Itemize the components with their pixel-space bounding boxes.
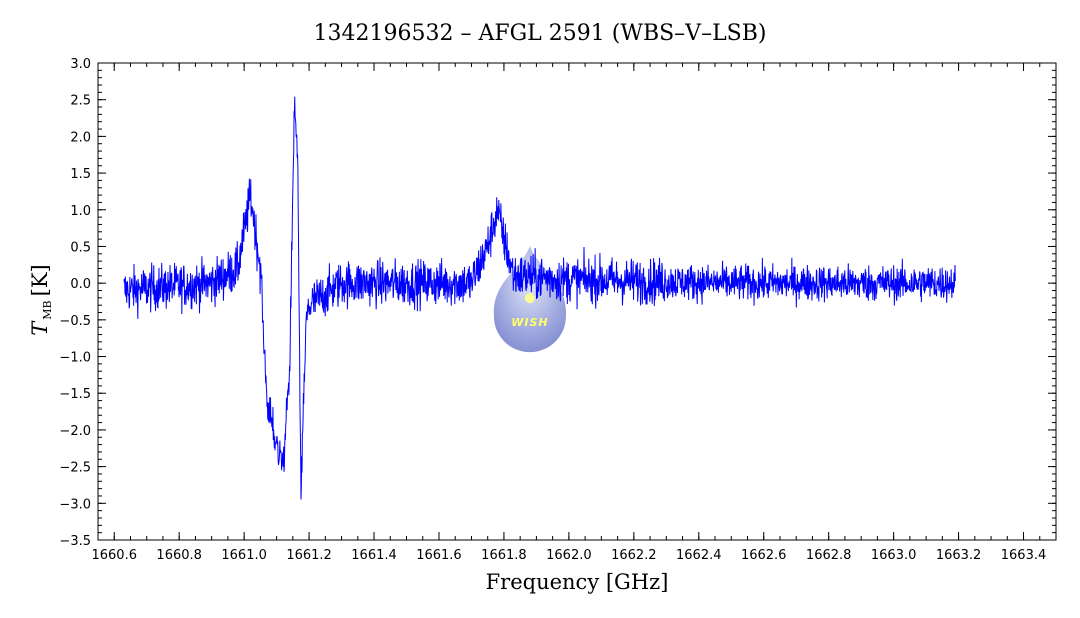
y-tick-label: 1.5 <box>70 167 91 182</box>
y-axis-label-sub: MB <box>41 300 54 319</box>
spectrum-line <box>123 96 956 500</box>
x-tick-label: 1661.4 <box>351 548 397 563</box>
axis-ticks <box>97 62 1057 541</box>
x-tick-label: 1662.0 <box>546 548 592 563</box>
x-tick-label: 1661.6 <box>416 548 462 563</box>
y-tick-label: 2.5 <box>70 94 91 109</box>
wish-logo-text: WISH <box>511 316 548 329</box>
y-tick-label: 0.5 <box>70 240 91 255</box>
x-tick-label: 1661.2 <box>286 548 332 563</box>
chart-title: 1342196532 – AFGL 2591 (WBS–V–LSB) <box>313 21 766 46</box>
y-tick-label: −3.0 <box>59 497 91 512</box>
x-tick-label: 1663.2 <box>936 548 982 563</box>
plot-area: WISH <box>97 62 1057 541</box>
plot-frame <box>97 62 1057 541</box>
y-tick-label: −2.5 <box>59 461 91 476</box>
x-tick-label: 1663.4 <box>1001 548 1047 563</box>
y-tick-label: 2.0 <box>70 130 91 145</box>
x-axis-label: Frequency [GHz] <box>486 570 669 594</box>
y-tick-label: −2.0 <box>59 424 91 439</box>
y-tick-labels: 3.0 2.5 2.0 1.5 1.0 0.5 0.0 −0.5 −1.0 −1.5 −2.0 −2.… <box>59 57 91 549</box>
x-tick-label: 1660.6 <box>91 548 137 563</box>
y-axis-label-main: T <box>28 320 52 336</box>
x-tick-label: 1660.8 <box>156 548 202 563</box>
y-tick-label: 1.0 <box>70 204 91 219</box>
y-tick-label: 3.0 <box>70 57 91 72</box>
y-axis-label-unit: [K] <box>28 264 52 296</box>
x-tick-label: 1661.0 <box>221 548 267 563</box>
wish-logo-star <box>524 293 535 304</box>
y-tick-label: 0.0 <box>70 277 91 292</box>
x-tick-labels: 1660.6 1660.8 1661.0 1661.2 1661.4 1661.6 1661… <box>91 548 1046 563</box>
x-tick-label: 1662.8 <box>806 548 852 563</box>
x-tick-label: 1663.0 <box>871 548 917 563</box>
y-tick-label: −3.5 <box>59 534 91 549</box>
x-tick-label: 1662.2 <box>611 548 657 563</box>
y-tick-label: −0.5 <box>59 314 91 329</box>
y-axis-label: TMB [K] <box>28 264 54 335</box>
wish-logo: WISH <box>493 246 567 353</box>
x-tick-label: 1661.8 <box>481 548 527 563</box>
x-tick-label: 1662.6 <box>741 548 787 563</box>
x-tick-label: 1662.4 <box>676 548 722 563</box>
svg-text:TMB[K]: TMB [K] <box>28 264 54 335</box>
y-tick-label: −1.5 <box>59 387 91 402</box>
y-tick-label: −1.0 <box>59 351 91 366</box>
